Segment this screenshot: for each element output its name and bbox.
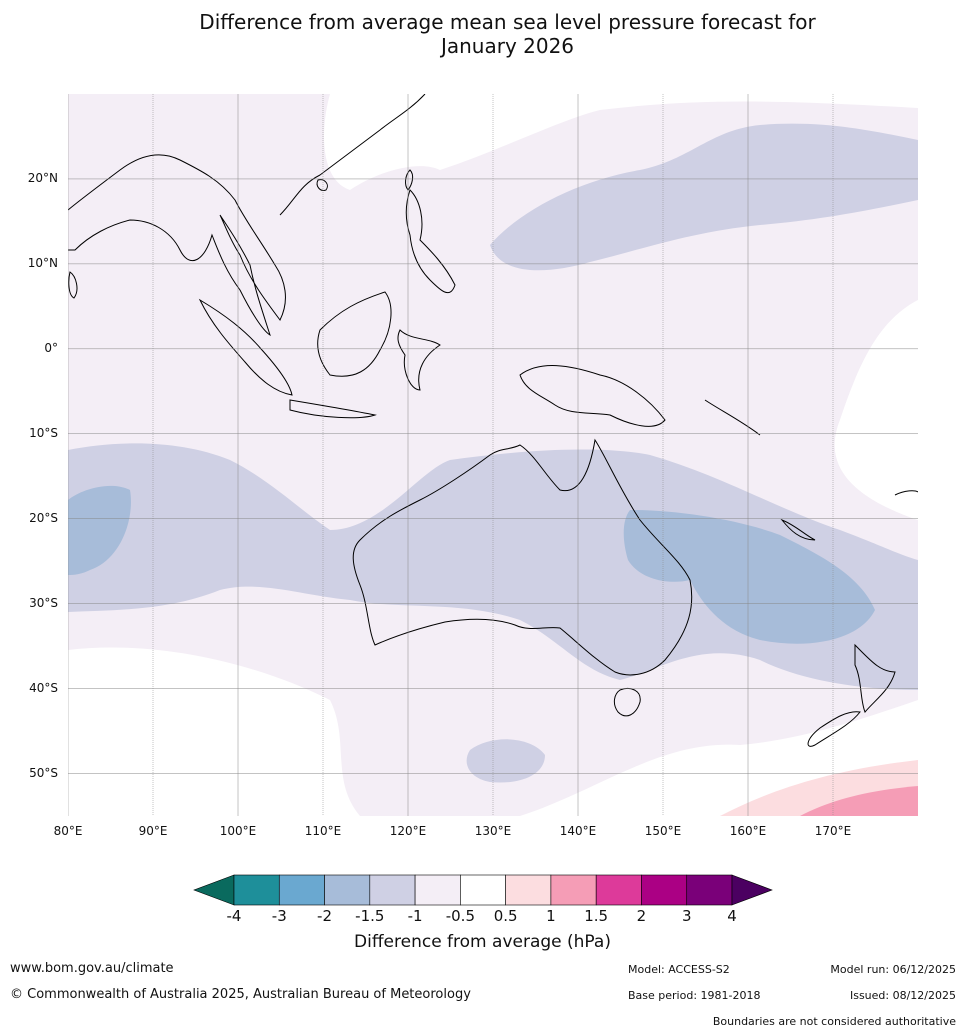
colorbar-segment: [641, 874, 688, 906]
anomaly-region-neutral-south: [68, 647, 360, 816]
latitude-label: 50°S: [29, 765, 58, 780]
new-caledonia-outline: [780, 518, 816, 541]
colorbar-tick-label: 4: [727, 907, 737, 925]
latitude-label: 10°S: [29, 425, 58, 440]
fiji-outline: [894, 490, 918, 496]
solomon-islands-outline: [704, 399, 761, 436]
colorbar-tick-label: -0.5: [445, 907, 475, 925]
colorbar-tick-label: 1: [546, 907, 556, 925]
latitude-label: 20°N: [27, 170, 58, 185]
footer-disclaimer: Boundaries are not considered authoritat…: [712, 1015, 956, 1028]
colorbar-segment: [278, 874, 325, 906]
footer-issued: Issued: 08/12/2025: [849, 989, 956, 1002]
colorbar-segment: [686, 874, 733, 906]
footer-model: Model: ACCESS-S2: [628, 963, 730, 976]
gridlines: [68, 94, 918, 816]
longitude-label: 110°E: [304, 824, 342, 838]
tasmania-outline: [613, 688, 641, 717]
colorbar-segment: [324, 874, 371, 906]
longitude-label: 120°E: [389, 824, 427, 838]
new-guinea-outline: [519, 365, 666, 427]
longitude-label: 150°E: [644, 824, 682, 838]
latitude-label: 10°N: [27, 255, 58, 270]
colorbar-segment: [233, 874, 280, 906]
colorbar-segment: [414, 874, 461, 906]
anomaly-region-tasman: [623, 510, 875, 644]
footer-website[interactable]: www.bom.gov.au/climate: [10, 961, 174, 976]
longitude-label: 90°E: [138, 824, 168, 838]
chart-title: Difference from average mean sea level p…: [0, 10, 965, 58]
colorbar-tick-label: 2: [636, 907, 647, 925]
colorbar: [193, 874, 773, 906]
colorbar-segment: [369, 874, 416, 906]
footer-base-period: Base period: 1981-2018: [628, 989, 761, 1002]
hainan-outline: [316, 179, 328, 191]
australia-outline: [352, 438, 693, 676]
new-zealand-south-outline: [807, 711, 861, 747]
title-line-1: Difference from average mean sea level p…: [199, 10, 816, 34]
colorbar-tick-label: -4: [226, 907, 242, 925]
latitude-label: 30°S: [29, 595, 58, 610]
colorbar-extend-high: [731, 874, 773, 906]
colorbar-segment: [460, 874, 506, 906]
colorbar-title: Difference from average (hPa): [354, 932, 611, 952]
colorbar-tick-label: -2: [317, 907, 333, 925]
colorbar-segment: [595, 874, 642, 906]
anomaly-region-southern-blob: [466, 739, 545, 783]
longitude-label: 170°E: [814, 824, 852, 838]
anomaly-region-positive-1: [800, 786, 918, 816]
pressure-anomaly-field: [68, 94, 918, 816]
title-line-2: January 2026: [440, 34, 575, 58]
asia-mainland-outline: [68, 154, 286, 337]
anomaly-region-neutral-southeast: [520, 700, 918, 816]
colorbar-tick-label: -3: [271, 907, 287, 925]
sulawesi-outline: [397, 329, 441, 391]
china-coast-outline: [279, 94, 426, 216]
philippines-outline: [405, 189, 456, 294]
colorbar-segment: [505, 874, 552, 906]
footer-model-run: Model run: 06/12/2025: [830, 963, 956, 976]
latitude-label: 20°S: [29, 510, 58, 525]
sri-lanka-outline: [68, 271, 78, 299]
latitude-label: 40°S: [29, 680, 58, 695]
latitude-label: 0°: [44, 340, 58, 355]
longitude-label: 130°E: [474, 824, 512, 838]
anomaly-region-indian-ocean: [68, 485, 131, 575]
longitude-label: 80°E: [53, 824, 83, 838]
colorbar-tick-label: 0.5: [493, 907, 518, 925]
footer-copyright: © Commonwealth of Australia 2025, Austra…: [10, 987, 471, 1002]
anomaly-region-neutral-ne: [834, 300, 918, 520]
coastlines: [68, 94, 918, 747]
colorbar-tick-label: -1: [407, 907, 423, 925]
colorbar-tick-label: 3: [681, 907, 692, 925]
java-outline: [289, 399, 377, 419]
longitude-label: 140°E: [559, 824, 597, 838]
colorbar-tick-label: -1.5: [355, 907, 385, 925]
sumatra-outline: [198, 298, 293, 396]
longitude-label: 100°E: [219, 824, 257, 838]
longitude-label: 160°E: [729, 824, 767, 838]
new-zealand-north-outline: [854, 643, 896, 713]
colorbar-extend-low: [193, 874, 235, 906]
colorbar-tick-label: 1.5: [584, 907, 609, 925]
anomaly-region-pacific-band: [490, 123, 918, 271]
colorbar-segment: [550, 874, 597, 906]
